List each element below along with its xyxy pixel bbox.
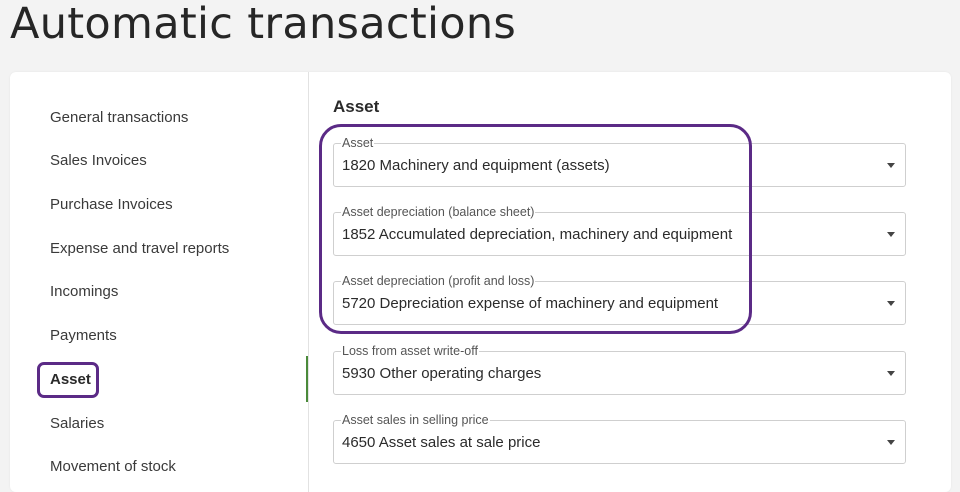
sidebar-nav: General transactions Sales Invoices Purc…: [10, 72, 309, 492]
page-title: Automatic transactions: [10, 0, 517, 49]
field-value: 4650 Asset sales at sale price: [342, 434, 541, 451]
sidebar-item-asset[interactable]: Asset: [50, 371, 91, 388]
field-value: 1852 Accumulated depreciation, machinery…: [342, 226, 733, 243]
field-label: Asset sales in selling price: [341, 412, 490, 428]
sidebar-item-salaries[interactable]: Salaries: [50, 415, 105, 432]
asset-select[interactable]: Asset 1820 Machinery and equipment (asse…: [333, 135, 906, 187]
sidebar-item-incomings[interactable]: Incomings: [50, 283, 119, 300]
loss-write-off-select[interactable]: Loss from asset write-off 5930 Other ope…: [333, 343, 906, 395]
active-item-highlight: [37, 362, 99, 398]
section-title: Asset: [333, 97, 380, 116]
asset-sales-select[interactable]: Asset sales in selling price 4650 Asset …: [333, 412, 906, 464]
chevron-down-icon: [887, 163, 895, 168]
field-value: 5720 Depreciation expense of machinery a…: [342, 295, 719, 312]
chevron-down-icon: [887, 301, 895, 306]
field-label: Loss from asset write-off: [341, 343, 479, 359]
field-label: Asset depreciation (balance sheet): [341, 204, 536, 220]
chevron-down-icon: [887, 371, 895, 376]
active-indicator-bar: [306, 356, 308, 402]
field-value: 5930 Other operating charges: [342, 365, 542, 382]
chevron-down-icon: [887, 232, 895, 237]
field-label: Asset depreciation (profit and loss): [341, 273, 536, 289]
sidebar-item-purchase-invoices[interactable]: Purchase Invoices: [50, 196, 173, 213]
asset-depreciation-balance-select[interactable]: Asset depreciation (balance sheet) 1852 …: [333, 204, 906, 256]
chevron-down-icon: [887, 440, 895, 445]
sidebar-item-general-transactions[interactable]: General transactions: [50, 109, 189, 126]
sidebar-item-payments[interactable]: Payments: [50, 327, 117, 344]
settings-card: General transactions Sales Invoices Purc…: [10, 72, 951, 492]
main-content: Asset Asset 1820 Machinery and equipment…: [319, 72, 951, 492]
sidebar-item-sales-invoices[interactable]: Sales Invoices: [50, 152, 147, 169]
sidebar-item-expense-travel-reports[interactable]: Expense and travel reports: [50, 240, 230, 257]
field-value: 1820 Machinery and equipment (assets): [342, 157, 610, 174]
field-label: Asset: [341, 135, 375, 151]
sidebar-item-movement-of-stock[interactable]: Movement of stock: [50, 458, 176, 475]
asset-depreciation-pl-select[interactable]: Asset depreciation (profit and loss) 572…: [333, 273, 906, 325]
